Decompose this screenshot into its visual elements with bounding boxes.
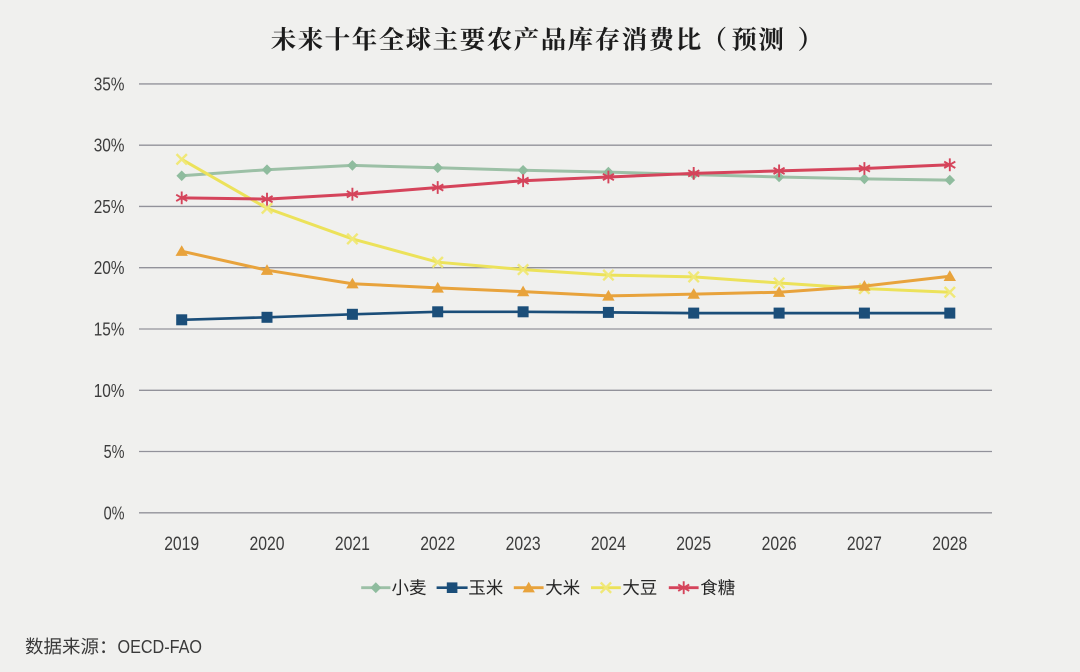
svg-text:2021: 2021 [335, 534, 370, 555]
svg-text:10%: 10% [94, 381, 125, 401]
svg-text:35%: 35% [94, 74, 125, 94]
svg-text:30%: 30% [94, 136, 125, 156]
svg-text:2024: 2024 [591, 534, 626, 555]
svg-text:0%: 0% [104, 503, 125, 523]
svg-text:25%: 25% [94, 197, 125, 217]
svg-text:2028: 2028 [932, 534, 967, 555]
svg-text:2019: 2019 [164, 534, 199, 555]
svg-text:2023: 2023 [506, 534, 541, 555]
svg-text:20%: 20% [94, 258, 125, 278]
svg-text:15%: 15% [94, 320, 125, 340]
svg-text:2022: 2022 [420, 534, 455, 555]
svg-text:2025: 2025 [676, 534, 711, 555]
svg-text:2027: 2027 [847, 534, 882, 555]
svg-text:5%: 5% [104, 442, 125, 462]
svg-text:2020: 2020 [250, 534, 285, 555]
svg-text:OECD-FAO: OECD-FAO [118, 637, 203, 657]
svg-text:2026: 2026 [762, 534, 797, 555]
